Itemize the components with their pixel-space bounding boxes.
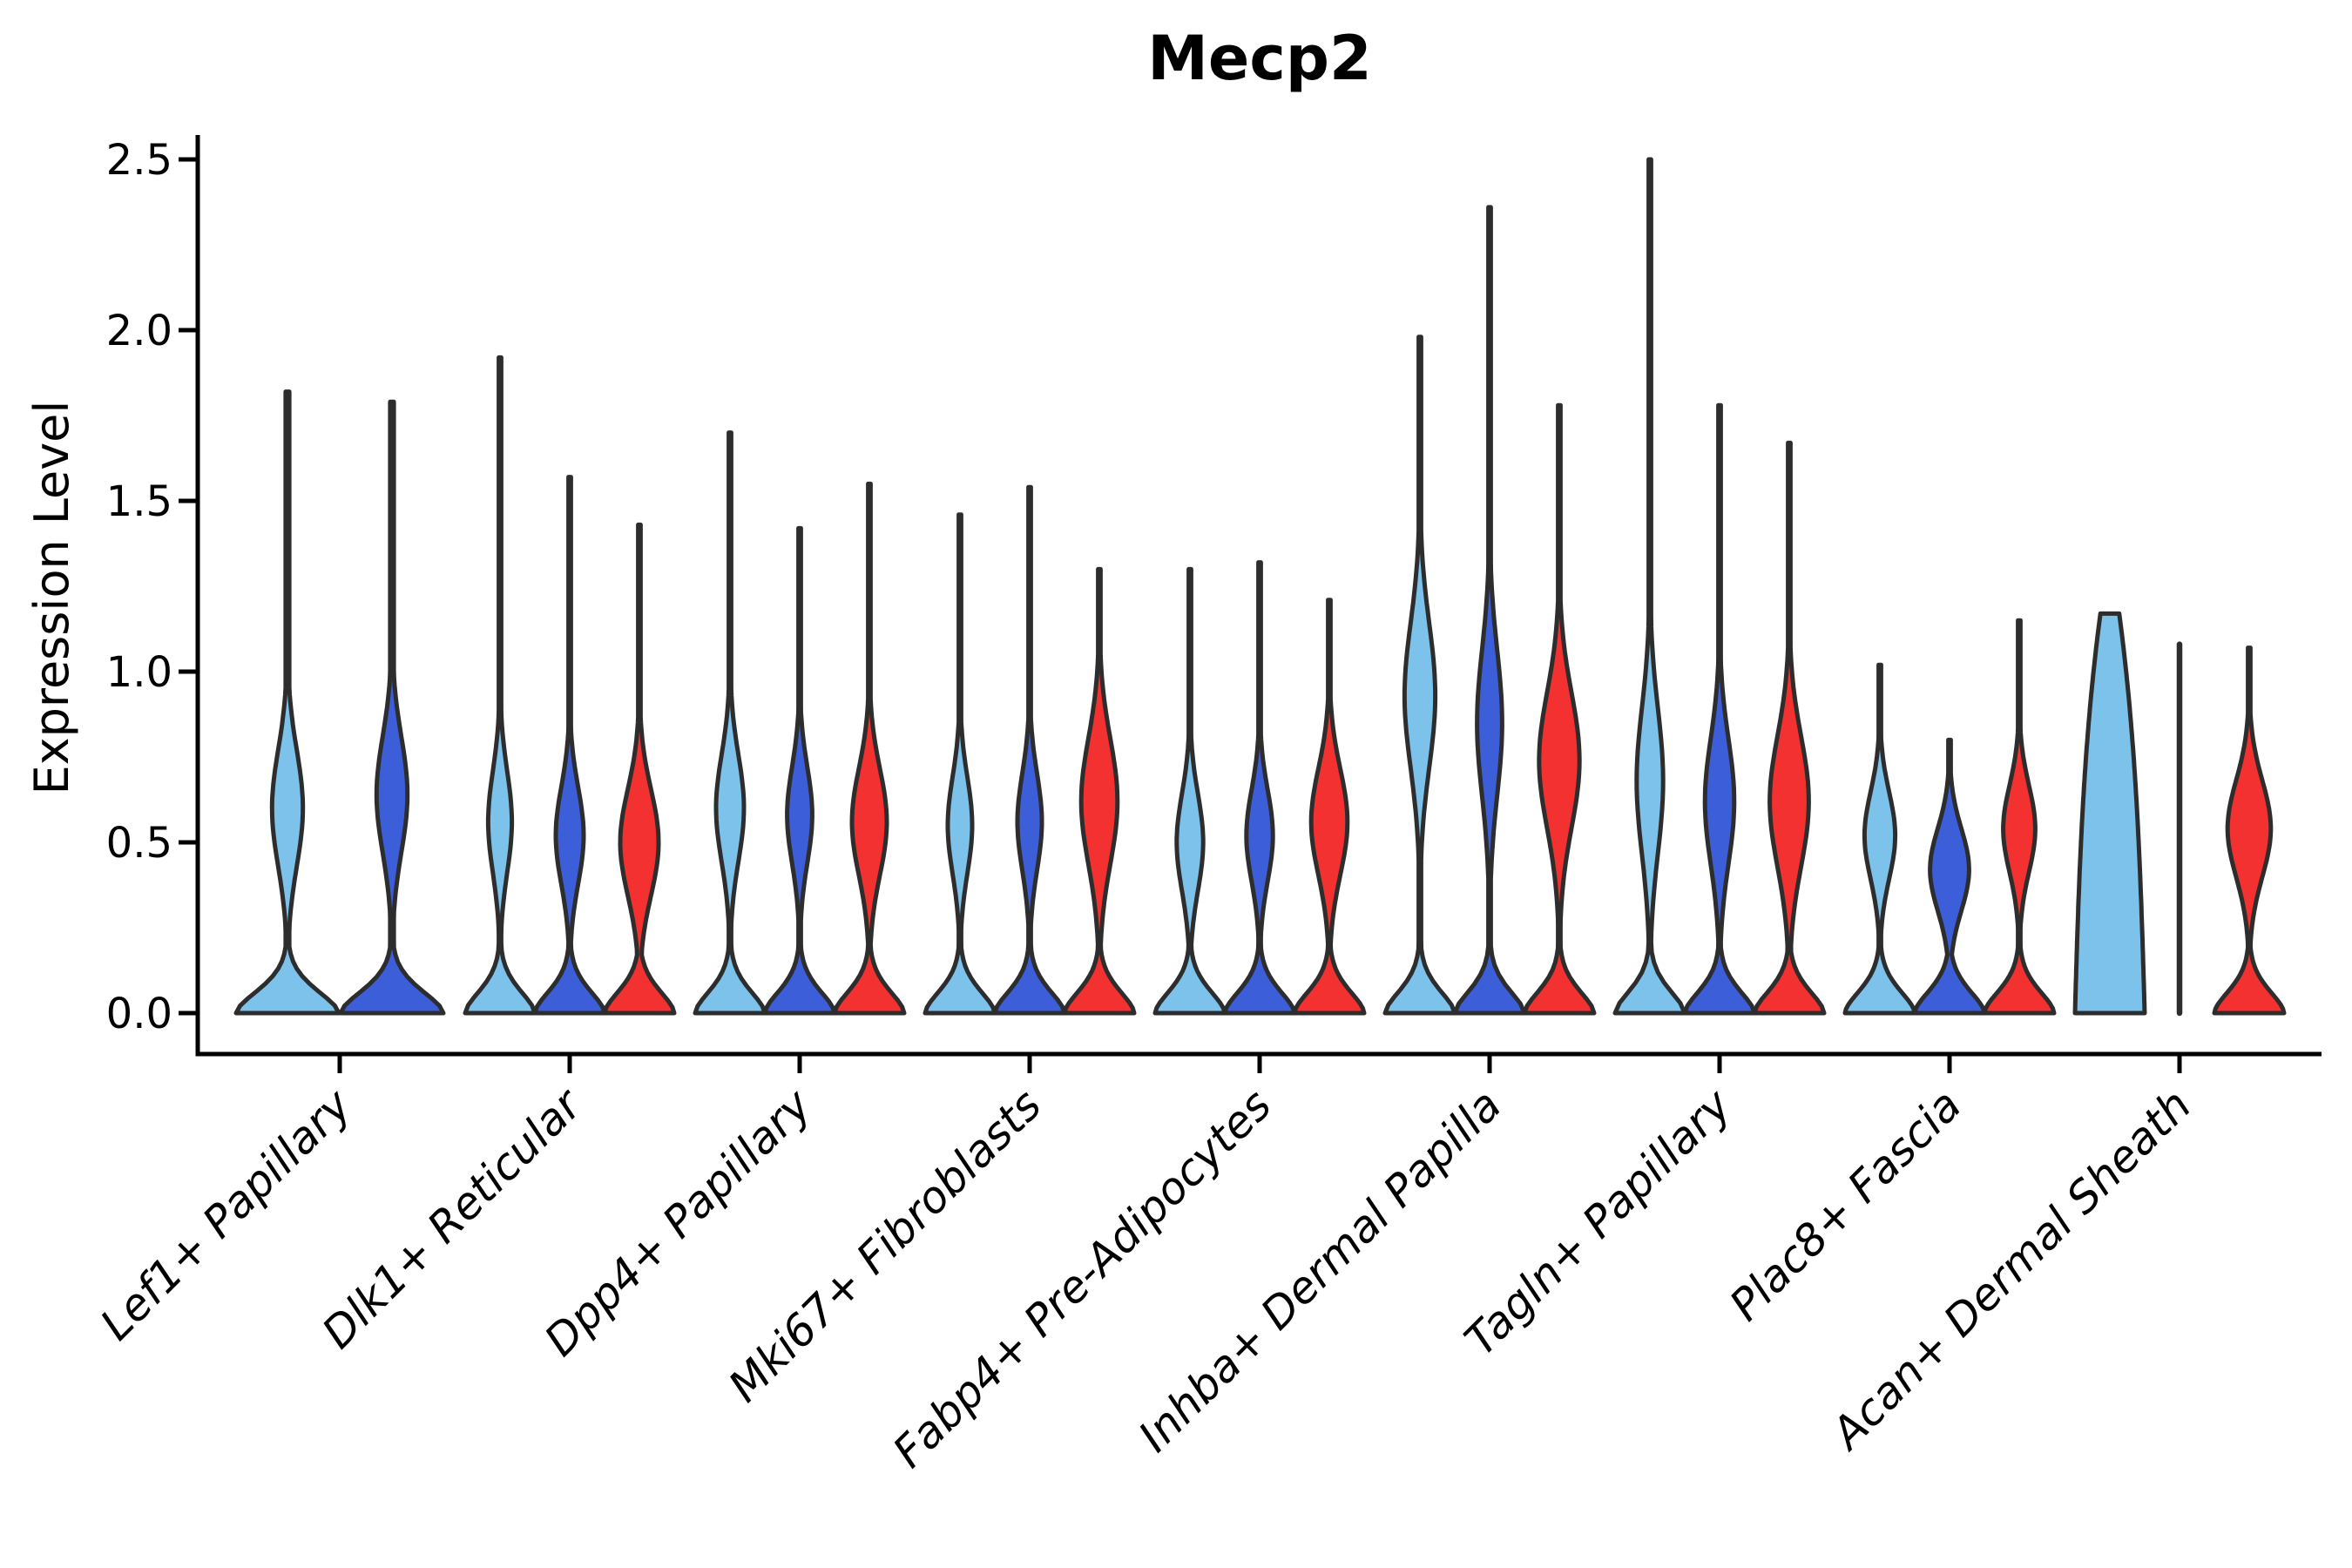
violin (923, 512, 997, 1016)
y-axis-title: Expression Level (24, 400, 79, 795)
violin (1452, 205, 1527, 1016)
violin (1842, 662, 1917, 1016)
violin (1982, 618, 2057, 1016)
violin (233, 389, 341, 1016)
violin (1292, 598, 1367, 1016)
violin (1062, 566, 1137, 1016)
violin (1612, 157, 1687, 1016)
violin (338, 399, 446, 1016)
violin (1382, 335, 1457, 1016)
violin (693, 430, 767, 1016)
y-tick-label: 0.0 (106, 990, 172, 1038)
violin (1912, 737, 1987, 1016)
violin (1682, 402, 1757, 1016)
y-tick-label: 2.0 (106, 307, 172, 355)
violin (1152, 566, 1227, 1016)
y-tick-label: 1.5 (106, 477, 172, 526)
violin (1752, 440, 1827, 1016)
x-tick-label: Fabp4+ Pre-Adipocytes (883, 1079, 1281, 1477)
violin (1522, 402, 1597, 1016)
y-tick-label: 2.5 (106, 136, 172, 185)
violin (2212, 645, 2287, 1016)
violin (992, 484, 1067, 1016)
violin (762, 525, 837, 1016)
violin (2072, 611, 2147, 1016)
violin (532, 475, 607, 1016)
chart-title: Mecp2 (1147, 23, 1372, 94)
violin (602, 522, 677, 1016)
x-tick-label: Inhba+ Dermal Papilla (1129, 1079, 1511, 1461)
violin (1222, 560, 1297, 1016)
violin (463, 355, 537, 1016)
y-tick-label: 0.5 (106, 819, 172, 868)
violin (832, 481, 907, 1016)
x-tick-label: Lef1+ Papillary (91, 1078, 362, 1349)
y-tick-label: 1.0 (106, 648, 172, 697)
x-tick-label: Plac8+ Fascia (1720, 1079, 1971, 1330)
